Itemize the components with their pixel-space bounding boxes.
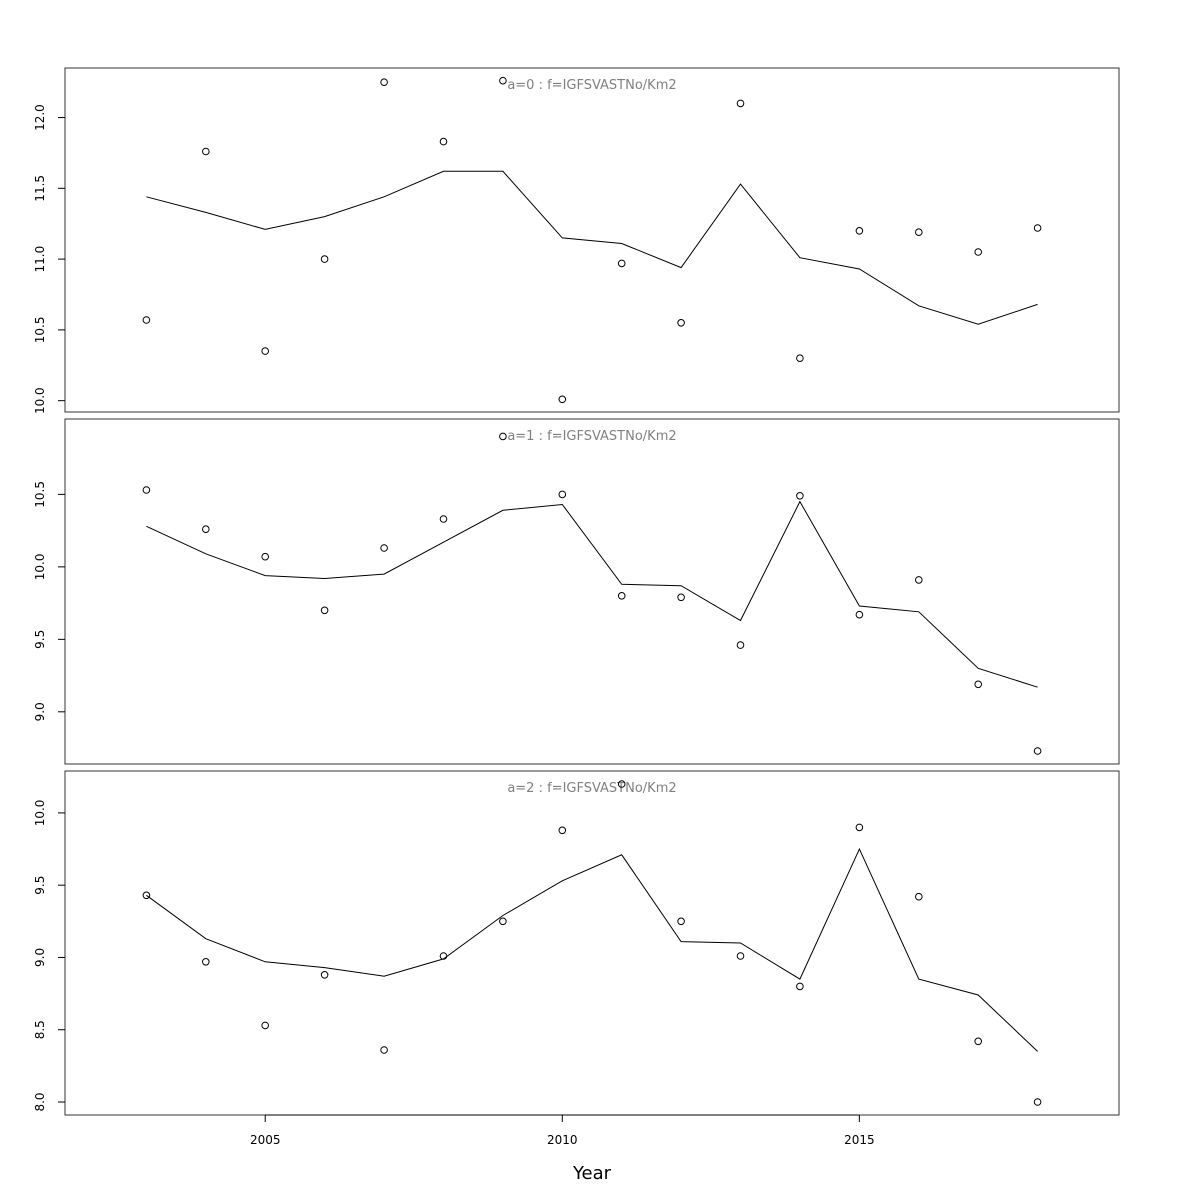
panel-2-frame xyxy=(64,770,1120,1116)
panel-1-observed-point xyxy=(1033,747,1042,755)
panel-2-ytick-label: 10.0 xyxy=(33,800,47,827)
panel-0-observed-point xyxy=(380,78,388,86)
panel-0-observed-point xyxy=(855,227,864,235)
panel-0-observed-point xyxy=(796,354,804,363)
panel-0-frame xyxy=(64,67,1120,413)
panel-1-observed-point xyxy=(261,552,270,561)
panel-1-observed-point xyxy=(796,492,804,500)
panel-0-ytick-label: 10.5 xyxy=(33,317,47,344)
panel-1-fitted-line xyxy=(146,500,1038,688)
panel-1-observed-point xyxy=(320,606,329,615)
panel-2-observed-point xyxy=(558,826,567,835)
panel-1-observed-point xyxy=(736,641,745,649)
panel-2-observed-point xyxy=(617,780,626,788)
panel-2-observed-point xyxy=(261,1021,270,1030)
panel-2-title: a=2 : f=IGFSVASTNo/Km2 xyxy=(507,781,676,796)
panel-0-observed-point xyxy=(974,248,983,256)
panel-2-observed-point xyxy=(380,1046,388,1054)
panel-1-observed-point xyxy=(439,515,448,523)
panel-2-observed-point xyxy=(915,892,923,901)
panel-1-title: a=1 : f=IGFSVASTNo/Km2 xyxy=(507,429,676,444)
panel-1-observed-point xyxy=(915,576,923,584)
panel-0-observed-point xyxy=(439,137,448,146)
x-tick-label: 2015 xyxy=(844,1133,875,1147)
x-tick-label: 2005 xyxy=(250,1133,281,1147)
panel-0-ytick-label: 10.0 xyxy=(33,387,47,414)
panel-1-observed-point xyxy=(677,593,685,602)
panel-1-frame xyxy=(64,418,1120,765)
panel-0-ytick-label: 12.0 xyxy=(33,104,47,131)
panel-2-observed-point xyxy=(736,952,745,960)
x-tick-label: 2010 xyxy=(547,1133,578,1147)
panel-2-observed-point xyxy=(974,1037,983,1046)
panel-2-observed-point xyxy=(202,958,210,966)
panel-2-fitted-line xyxy=(146,847,1038,1052)
panel-1-observed-point xyxy=(855,610,864,619)
panel-2-ytick-label: 9.0 xyxy=(33,948,47,967)
x-axis-title: Year xyxy=(572,1163,612,1184)
panel-0-observed-point xyxy=(617,259,626,268)
panel-0-observed-point xyxy=(499,76,507,85)
panel-1-ytick-label: 9.5 xyxy=(33,630,47,649)
panel-1-ytick-label: 10.0 xyxy=(33,553,47,580)
panel-2-observed-point xyxy=(142,891,151,900)
panel-2-observed-point xyxy=(499,917,507,926)
panel-0-observed-point xyxy=(202,147,210,156)
panel-2-observed-point xyxy=(439,952,448,960)
panel-2-observed-point xyxy=(796,982,804,991)
panel-1-observed-point xyxy=(974,680,983,689)
panel-0-observed-point xyxy=(142,316,151,324)
panel-0-observed-point xyxy=(558,395,567,404)
panel-2-observed-point xyxy=(320,971,329,979)
panel-2-observed-point xyxy=(677,917,685,926)
panel-2-observed-point xyxy=(1033,1098,1042,1106)
panel-0-observed-point xyxy=(736,99,745,108)
panel-1-ytick-label: 9.0 xyxy=(33,702,47,721)
panel-1-observed-point xyxy=(142,486,151,494)
panel-1-ytick-label: 10.5 xyxy=(33,481,47,508)
panel-0-observed-point xyxy=(915,228,923,236)
panel-2-observed-point xyxy=(855,823,864,832)
panel-0-observed-point xyxy=(1033,224,1042,232)
panel-1-observed-point xyxy=(202,525,210,534)
panel-0-ytick-label: 11.0 xyxy=(33,246,47,273)
panel-1-observed-point xyxy=(558,490,567,499)
panel-2-ytick-label: 8.5 xyxy=(33,1020,47,1039)
panel-0-title: a=0 : f=IGFSVASTNo/Km2 xyxy=(507,78,676,93)
panel-1-observed-point xyxy=(617,592,626,600)
panel-0-observed-point xyxy=(677,319,685,327)
panel-2-ytick-label: 8.0 xyxy=(33,1092,47,1111)
panel-2-ytick-label: 9.5 xyxy=(33,876,47,895)
panel-1-observed-point xyxy=(499,432,507,441)
panel-0-observed-point xyxy=(320,255,329,263)
panel-0-ytick-label: 11.5 xyxy=(33,175,47,202)
panel-0-fitted-line xyxy=(146,170,1038,325)
panel-1-observed-point xyxy=(380,544,388,552)
panel-0-observed-point xyxy=(261,347,270,355)
